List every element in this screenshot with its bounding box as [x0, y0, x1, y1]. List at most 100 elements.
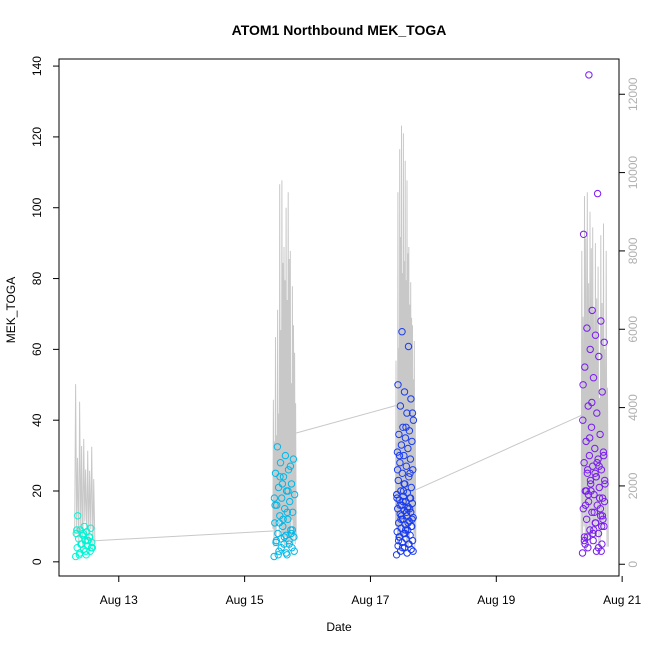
data-point: [578, 549, 587, 557]
data-point: [396, 459, 404, 467]
data-point: [579, 416, 587, 424]
data-point: [393, 490, 401, 499]
data-point: [279, 515, 287, 523]
data-point: [588, 306, 596, 315]
data-point: [74, 512, 82, 520]
y2-tick-label: 8000: [626, 237, 640, 264]
x-tick-label: Aug 17: [351, 593, 389, 607]
data-point: [286, 462, 295, 470]
data-point: [594, 455, 602, 463]
y-tick-label: 60: [30, 342, 44, 356]
data-point: [599, 448, 608, 456]
data-point: [400, 451, 408, 460]
y-tick-label: 100: [30, 197, 44, 217]
data-point: [270, 494, 279, 502]
data-point: [290, 547, 298, 555]
data-point: [404, 444, 412, 453]
chart-title: ATOM1 Northbound MEK_TOGA: [232, 22, 447, 38]
data-point: [73, 526, 81, 534]
data-point: [87, 544, 96, 552]
data-point: [280, 533, 288, 541]
data-point: [288, 526, 296, 534]
data-point: [599, 515, 607, 523]
data-point: [593, 409, 601, 417]
data-point: [596, 505, 605, 513]
data-point: [598, 512, 607, 520]
data-point: [278, 494, 286, 502]
data-point: [597, 317, 605, 325]
data-point: [597, 466, 606, 474]
data-point: [401, 526, 410, 534]
data-point: [589, 374, 598, 382]
data-point: [409, 547, 417, 555]
data-point: [582, 515, 591, 523]
gray-burst-line: [74, 384, 96, 550]
data-point: [580, 459, 588, 467]
data-point: [588, 398, 596, 407]
data-point: [596, 430, 604, 439]
data-point: [287, 480, 296, 488]
data-point: [584, 466, 592, 474]
data-point: [407, 395, 415, 403]
data-point: [588, 508, 596, 516]
data-point: [271, 469, 280, 477]
gray-line-layer: [74, 125, 609, 553]
data-point: [579, 230, 588, 239]
data-point: [595, 483, 603, 492]
data-point: [592, 519, 600, 527]
gray-link-line: [296, 405, 396, 434]
gray-link-line: [415, 414, 582, 491]
data-point: [587, 423, 596, 431]
data-point: [393, 466, 402, 474]
data-point: [595, 494, 604, 502]
data-point: [400, 388, 409, 396]
data-point: [287, 529, 295, 538]
data-point: [590, 526, 598, 534]
data-point: [282, 549, 290, 557]
data-point: [395, 451, 404, 460]
data-point: [406, 455, 415, 463]
data-point: [278, 480, 287, 488]
data-point: [398, 469, 406, 477]
data-point: [589, 529, 597, 538]
data-point: [589, 536, 597, 545]
data-point: [406, 469, 414, 477]
data-point: [286, 497, 294, 506]
data-point: [79, 529, 88, 538]
data-point: [598, 522, 606, 531]
data-point: [591, 469, 599, 477]
data-point: [405, 473, 413, 481]
data-point: [403, 489, 411, 497]
data-point: [585, 451, 594, 460]
data-point: [403, 409, 411, 417]
data-point: [583, 533, 591, 541]
data-point: [590, 508, 598, 516]
data-point: [585, 71, 593, 79]
data-point: [598, 494, 607, 502]
data-point: [82, 547, 90, 555]
data-point: [284, 487, 292, 495]
data-point: [407, 483, 415, 492]
data-point: [397, 515, 405, 523]
data-point: [289, 455, 298, 463]
data-point: [405, 505, 414, 513]
data-point: [593, 189, 602, 198]
data-point: [600, 451, 608, 460]
data-point: [283, 508, 291, 516]
data-point: [279, 473, 288, 481]
data-point: [581, 540, 589, 548]
data-point: [408, 409, 417, 417]
gray-burst-line: [395, 125, 417, 552]
gray-link-line: [94, 530, 273, 542]
data-point: [282, 531, 290, 539]
data-point: [409, 416, 418, 424]
data-point: [399, 497, 407, 506]
data-point: [273, 443, 282, 451]
data-point: [271, 501, 279, 509]
plot-frame: [58, 58, 620, 577]
data-point: [395, 430, 403, 439]
y-tick-label: 140: [30, 56, 44, 76]
data-point: [289, 508, 297, 516]
data-point: [601, 480, 609, 488]
data-point: [276, 473, 284, 481]
